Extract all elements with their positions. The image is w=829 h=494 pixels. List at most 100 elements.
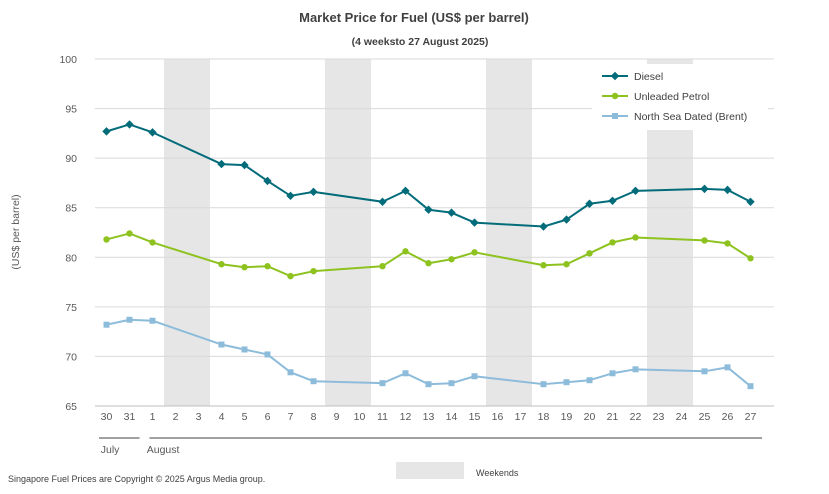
square-marker xyxy=(126,316,133,323)
legend-label: North Sea Dated (Brent) xyxy=(634,111,747,123)
circle-marker xyxy=(241,264,248,271)
circle-marker xyxy=(126,230,133,237)
square-marker xyxy=(586,377,593,384)
y-tick-label: 95 xyxy=(65,104,77,116)
square-marker xyxy=(402,370,409,377)
square-marker xyxy=(310,378,317,385)
y-tick-label: 80 xyxy=(65,252,77,264)
circle-marker xyxy=(586,250,593,257)
square-marker xyxy=(747,383,754,390)
circle-marker xyxy=(609,239,616,246)
square-marker xyxy=(448,380,455,387)
circle-marker xyxy=(563,261,570,268)
circle-marker xyxy=(402,248,409,255)
diamond-marker xyxy=(608,196,617,205)
diamond-marker xyxy=(424,205,433,214)
circle-marker xyxy=(701,237,708,244)
y-tick-label: 85 xyxy=(65,203,77,215)
diamond-marker xyxy=(378,197,387,206)
circle-marker xyxy=(724,240,731,247)
diamond-marker xyxy=(447,208,456,217)
square-marker xyxy=(540,381,547,388)
square-marker xyxy=(632,366,639,373)
circle-marker xyxy=(471,249,478,256)
diamond-marker xyxy=(125,120,134,129)
diamond-marker xyxy=(746,197,755,206)
circle-marker xyxy=(632,234,639,241)
x-tick-label: 14 xyxy=(446,411,458,423)
x-tick-label: 23 xyxy=(653,411,665,423)
x-tick-label: 18 xyxy=(538,411,550,423)
x-tick-label: 4 xyxy=(219,411,225,423)
x-tick-label: 24 xyxy=(676,411,688,423)
square-marker xyxy=(612,113,618,119)
series-lines xyxy=(102,120,755,390)
x-tick-label: 5 xyxy=(242,411,248,423)
circle-marker xyxy=(149,239,156,246)
circle-marker xyxy=(611,92,619,100)
square-marker xyxy=(563,379,570,386)
month-label: July xyxy=(101,444,120,456)
diamond-marker xyxy=(470,218,479,227)
legend-label: Unleaded Petrol xyxy=(634,91,709,103)
x-tick-label: 1 xyxy=(150,411,156,423)
x-tick-label: 19 xyxy=(561,411,573,423)
x-tick-label: 20 xyxy=(584,411,596,423)
weekend-band xyxy=(325,59,371,406)
diamond-marker xyxy=(562,215,571,224)
legend-label: Diesel xyxy=(634,71,663,83)
x-tick-label: 6 xyxy=(265,411,271,423)
month-label: August xyxy=(147,444,180,456)
circle-marker xyxy=(540,262,547,269)
weekend-legend-swatch xyxy=(396,462,464,479)
diamond-marker xyxy=(309,187,318,197)
circle-marker xyxy=(218,261,225,268)
circle-marker xyxy=(379,263,386,270)
weekend-band xyxy=(164,59,210,406)
x-tick-label: 3 xyxy=(196,411,202,423)
diamond-marker xyxy=(631,186,640,196)
y-tick-label: 100 xyxy=(59,54,77,66)
circle-marker xyxy=(747,255,754,262)
x-tick-label: 8 xyxy=(311,411,317,423)
diamond-marker xyxy=(240,160,249,170)
x-tick-label: 11 xyxy=(377,411,388,423)
circle-marker xyxy=(103,236,110,243)
square-marker xyxy=(724,364,731,371)
x-tick-label: 12 xyxy=(400,411,412,423)
y-tick-label: 70 xyxy=(65,351,77,363)
y-tick-label: 75 xyxy=(65,302,77,314)
circle-marker xyxy=(310,267,317,275)
diamond-marker xyxy=(401,186,410,196)
square-marker xyxy=(287,369,294,376)
square-marker xyxy=(379,380,386,387)
y-tick-label: 65 xyxy=(65,401,77,413)
square-marker xyxy=(701,368,708,375)
weekend-band xyxy=(486,59,532,406)
footer-copyright: Singapore Fuel Prices are Copyright © 20… xyxy=(8,474,265,484)
square-marker xyxy=(218,341,225,348)
diamond-marker xyxy=(102,127,111,136)
square-marker xyxy=(241,346,248,353)
diamond-marker xyxy=(263,176,272,186)
y-tick-label: 90 xyxy=(65,153,77,165)
square-marker xyxy=(103,321,110,328)
x-tick-label: 2 xyxy=(173,411,179,423)
x-tick-label: 7 xyxy=(288,411,294,423)
x-tick-label: 30 xyxy=(101,411,113,423)
diamond-marker xyxy=(539,222,548,231)
y-axis-label: (US$ per barrel) xyxy=(10,194,22,269)
legend: Diesel Unleaded Petrol North Sea Dated (Br… xyxy=(592,64,768,130)
x-tick-label: 27 xyxy=(745,411,757,423)
x-tick-label: 13 xyxy=(423,411,435,423)
x-tick-label: 25 xyxy=(699,411,711,423)
circle-marker xyxy=(425,260,432,267)
diamond-marker xyxy=(585,199,594,208)
square-marker xyxy=(425,381,432,388)
circle-marker xyxy=(448,256,455,263)
diamond-marker xyxy=(610,71,620,81)
circle-marker xyxy=(287,272,294,280)
x-tick-label: 9 xyxy=(334,411,340,423)
